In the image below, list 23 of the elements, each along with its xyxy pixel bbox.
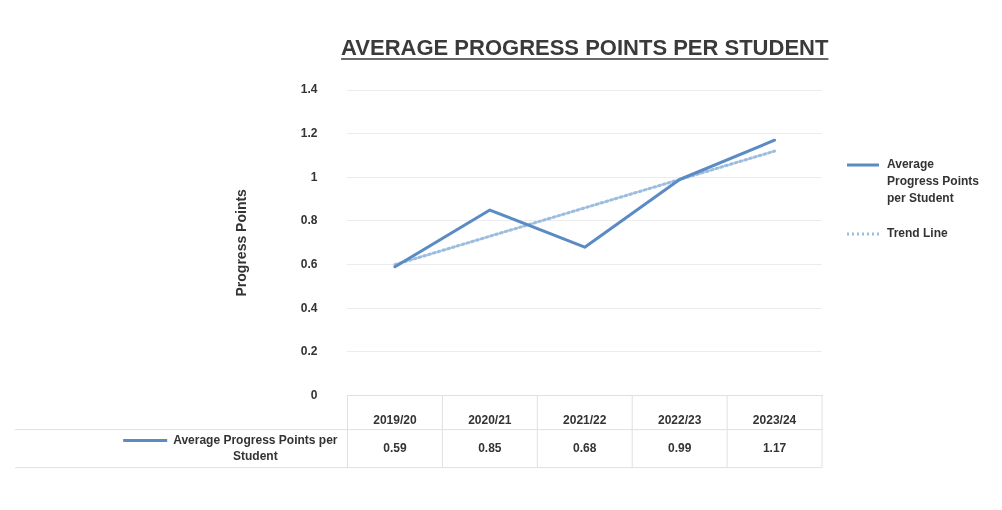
y-tick-label: 0.2 [300, 344, 318, 359]
y-tick-label: 1 [310, 169, 318, 184]
data-label: 0.99 [667, 440, 692, 455]
data-label: 0.59 [383, 440, 407, 455]
x-tick-label: 2019/20 [373, 413, 417, 428]
y-axis-title: Progress Points [233, 188, 250, 297]
data-label: 0.68 [573, 440, 597, 455]
y-tick-label: 0.8 [300, 213, 318, 228]
data-label: 0.85 [478, 440, 502, 455]
x-tick-label: 2022/23 [657, 413, 702, 428]
data-label: 1.17 [762, 440, 787, 455]
text: Average Progress Points per Student [173, 432, 338, 463]
x-tick-label: 2021/22 [563, 413, 607, 428]
y-tick-label: 1.4 [300, 82, 318, 97]
y-tick-label: 1.2 [300, 125, 318, 140]
legend-label: Trend Line [887, 226, 948, 241]
x-tick-label: 2023/24 [752, 413, 797, 428]
y-tick-label: 0.4 [300, 300, 318, 315]
chart-title: AVERAGE PROGRESS POINTS PER STUDENT [341, 35, 829, 60]
y-tick-label: 0 [310, 387, 318, 402]
y-tick-label: 0.6 [300, 256, 318, 271]
legend-label: Average Progress Points per Student [887, 157, 980, 206]
x-tick-label: 2020/21 [468, 413, 512, 428]
